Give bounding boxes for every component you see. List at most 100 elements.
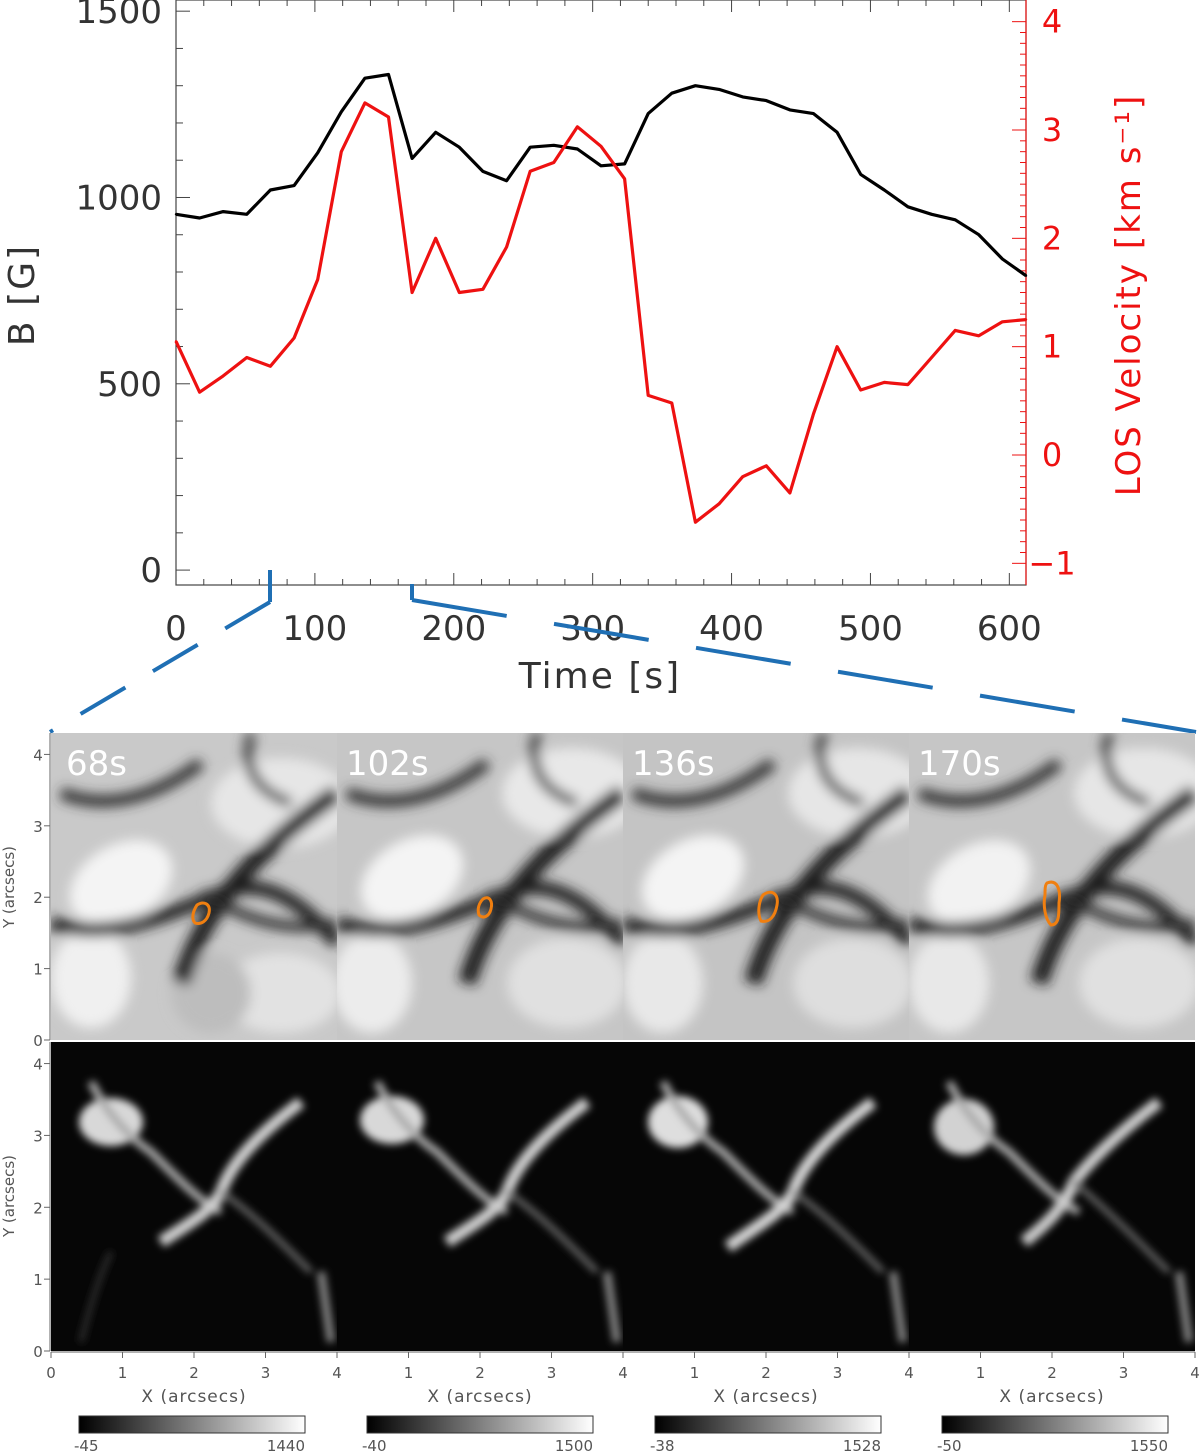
data-point-b-30: [883, 188, 886, 192]
data-point-b-18: [599, 164, 603, 167]
data-point-velocity-15: [529, 170, 532, 173]
data-point-b-2: [222, 210, 225, 213]
colorbar-3: -38 1528: [650, 1415, 882, 1453]
panel-x-tick-label-0-3: 3: [261, 1364, 271, 1382]
data-point-velocity-22: [694, 521, 697, 524]
colorbar-2-gradient: [366, 1415, 594, 1434]
panel-170s-field: [909, 1042, 1195, 1351]
data-point-b-32: [930, 213, 933, 216]
y-left-tick-label-500: 500: [97, 365, 162, 405]
data-point-b-28: [835, 131, 839, 134]
colorbar-3-max: 1528: [843, 1437, 881, 1453]
panel-x-tick-label-1-2: 2: [475, 1364, 485, 1382]
colorbar-4: -50 1550: [937, 1415, 1169, 1453]
data-point-b-14: [505, 179, 508, 182]
data-point-velocity-7: [340, 150, 343, 153]
x-tick-label-100: 100: [282, 609, 347, 649]
y-right-tick-label-3: 2: [1042, 219, 1062, 257]
contour-136s: [757, 890, 779, 923]
data-point-b-16: [552, 144, 555, 147]
data-point-b-36: [1024, 274, 1028, 277]
panel-y-label-bottom: Y (arcsecs): [0, 1155, 18, 1238]
panel-x-label-1: X (arcsecs): [141, 1387, 246, 1407]
data-point-velocity-1: [198, 391, 201, 394]
y-right-tick-labels: −1 0 1 2 3 4: [1028, 3, 1075, 583]
x-tick-labels: 0 100 200 300 400 500 600: [165, 609, 1042, 649]
data-point-velocity-29: [859, 388, 862, 392]
y-right-tick-label-2: 1: [1042, 328, 1062, 366]
data-point-b-3: [245, 213, 248, 216]
panel-y-axes: 0 1 2 3 4 0 1 2 3 4: [33, 733, 51, 1361]
data-point-velocity-33: [954, 329, 957, 332]
x-axis-label: Time [s]: [518, 656, 681, 697]
y-axis-right-label: LOS Velocity [km s⁻¹]: [1109, 94, 1149, 497]
data-point-b-12: [458, 146, 461, 149]
data-point-b-11: [434, 131, 437, 134]
panel-x-tick-label-0-4: 4: [332, 1364, 342, 1382]
panel-x-tick-label-2-1: 1: [690, 1364, 700, 1382]
panel-x-tick-label-1-1: 1: [404, 1364, 414, 1382]
axis-ticks: [175, 0, 1026, 585]
data-point-b-5: [292, 184, 296, 187]
panel-102s-field: [337, 1042, 623, 1351]
panel-y-tick-label-1-4: 4: [33, 1056, 43, 1074]
panel-label-102s: 102s: [346, 744, 429, 784]
panel-x-label-2: X (arcsecs): [427, 1387, 532, 1407]
data-point-velocity-2: [222, 374, 225, 378]
colorbar-4-min: -50: [937, 1437, 962, 1453]
data-point-b-20: [647, 112, 650, 115]
data-point-b-15: [529, 146, 532, 149]
colorbar-4-max: 1550: [1130, 1437, 1168, 1453]
panel-x-tick-label-0-0: 0: [46, 1364, 56, 1382]
data-point-b-17: [576, 147, 579, 151]
data-point-velocity-10: [410, 291, 414, 294]
data-point-b-10: [410, 157, 414, 160]
top-row: [51, 733, 1195, 1040]
panel-x-tick-label-1-4: 4: [618, 1364, 628, 1382]
data-point-velocity-25: [765, 464, 768, 467]
data-point-b-24: [741, 95, 744, 99]
panel-x-tick-label-2-3: 3: [833, 1364, 843, 1382]
panel-x-tick-label-3-4: 4: [1190, 1364, 1200, 1382]
panel-136s-intensity: [623, 733, 909, 1040]
y-left-tick-label-0: 0: [140, 551, 162, 591]
y-axis-left-label: B [G]: [2, 244, 43, 346]
panel-y-tick-label-1-1: 1: [33, 1271, 43, 1289]
panel-label-170s: 170s: [918, 744, 1001, 784]
y-left-tick-label-1000: 1000: [75, 178, 162, 218]
panel-x-tick-label-2-4: 4: [904, 1364, 914, 1382]
colorbar-2-min: -40: [362, 1437, 387, 1453]
panel-y-tick-label-0-1: 1: [33, 961, 43, 979]
data-point-velocity-0: [174, 340, 178, 343]
data-point-b-22: [694, 84, 697, 87]
colorbar-1-gradient: [78, 1415, 306, 1434]
data-point-b-27: [812, 112, 815, 115]
data-point-velocity-18: [599, 145, 603, 148]
data-point-velocity-20: [647, 394, 650, 397]
data-point-b-33: [954, 218, 957, 221]
contour-68s: [191, 901, 211, 925]
colorbar-2: -40 1500: [362, 1415, 594, 1453]
data-point-b-8: [363, 77, 367, 80]
data-point-velocity-23: [717, 502, 721, 505]
panel-label-68s: 68s: [66, 744, 127, 784]
data-point-velocity-3: [245, 356, 248, 359]
data-point-velocity-26: [788, 491, 792, 495]
x-tick-label-600: 600: [977, 609, 1042, 649]
data-point-b-31: [906, 205, 910, 208]
data-point-b-0: [174, 213, 178, 216]
colorbar-3-min: -38: [650, 1437, 675, 1453]
data-point-b-26: [788, 108, 792, 112]
zoom-dash-right: [411, 598, 1197, 734]
zoom-connector: [48, 570, 1197, 734]
panel-136s-field: [623, 1042, 909, 1351]
panel-x-tick-label-3-1: 1: [976, 1364, 986, 1382]
data-point-velocity-14: [505, 245, 508, 249]
data-point-velocity-11: [434, 237, 437, 240]
data-point-b-21: [670, 92, 673, 95]
data-point-b-13: [481, 170, 485, 173]
data-point-b-7: [340, 110, 343, 114]
series-b-points: [174, 73, 1028, 277]
plot-frame: [175, 0, 1027, 586]
